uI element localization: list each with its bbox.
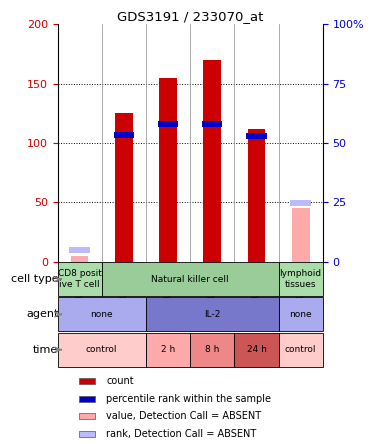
Bar: [115, 113, 133, 262]
Bar: [69, 247, 90, 253]
Title: GDS3191 / 233070_at: GDS3191 / 233070_at: [117, 10, 263, 23]
Text: lymphoid
tissues: lymphoid tissues: [280, 270, 322, 289]
Text: rank, Detection Call = ABSENT: rank, Detection Call = ABSENT: [106, 429, 256, 439]
Bar: [71, 256, 88, 262]
Text: count: count: [106, 376, 134, 386]
Bar: [114, 132, 134, 138]
Bar: [247, 129, 265, 262]
Text: IL-2: IL-2: [204, 310, 220, 319]
Bar: [79, 378, 95, 384]
Bar: [58, 297, 146, 331]
Bar: [79, 413, 95, 420]
Text: agent: agent: [26, 309, 58, 319]
Text: Natural killer cell: Natural killer cell: [151, 275, 229, 284]
Text: CD8 posit
ive T cell: CD8 posit ive T cell: [58, 270, 102, 289]
Text: time: time: [33, 345, 58, 355]
Bar: [79, 431, 95, 437]
Text: 8 h: 8 h: [205, 345, 219, 354]
Bar: [79, 396, 95, 401]
Bar: [58, 333, 146, 367]
Bar: [202, 121, 222, 127]
Bar: [246, 133, 267, 139]
Bar: [146, 297, 279, 331]
Bar: [203, 60, 221, 262]
Text: control: control: [86, 345, 118, 354]
Text: percentile rank within the sample: percentile rank within the sample: [106, 393, 271, 404]
Text: 2 h: 2 h: [161, 345, 175, 354]
Text: cell type: cell type: [11, 274, 58, 284]
Text: control: control: [285, 345, 316, 354]
Bar: [58, 262, 102, 296]
Bar: [279, 297, 323, 331]
Bar: [146, 333, 190, 367]
Bar: [279, 333, 323, 367]
Bar: [190, 333, 234, 367]
Bar: [234, 333, 279, 367]
Bar: [290, 201, 311, 206]
Bar: [292, 208, 309, 262]
Text: none: none: [91, 310, 113, 319]
Bar: [102, 262, 279, 296]
Text: value, Detection Call = ABSENT: value, Detection Call = ABSENT: [106, 412, 261, 421]
Text: none: none: [289, 310, 312, 319]
Bar: [158, 121, 178, 127]
Bar: [159, 78, 177, 262]
Bar: [279, 262, 323, 296]
Text: 24 h: 24 h: [246, 345, 266, 354]
